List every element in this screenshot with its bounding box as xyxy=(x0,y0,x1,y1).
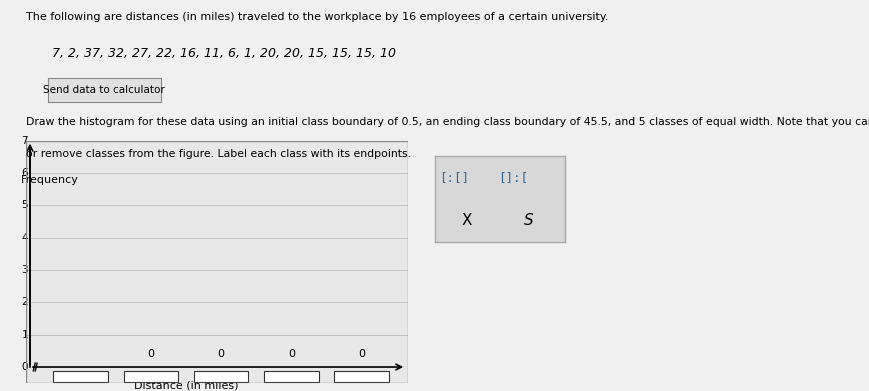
Bar xyxy=(264,371,319,382)
Text: S: S xyxy=(523,213,534,228)
Text: Frequency: Frequency xyxy=(21,175,78,185)
Bar xyxy=(123,371,178,382)
Text: 4: 4 xyxy=(22,233,28,243)
Text: 3: 3 xyxy=(22,265,28,275)
Text: 6: 6 xyxy=(22,168,28,178)
Text: 7, 2, 37, 32, 27, 22, 16, 11, 6, 1, 20, 20, 15, 15, 15, 10: 7, 2, 37, 32, 27, 22, 16, 11, 6, 1, 20, … xyxy=(52,47,396,60)
Text: []:[: []:[ xyxy=(498,171,527,185)
Text: 0: 0 xyxy=(288,349,295,359)
Text: 0: 0 xyxy=(22,362,28,372)
Text: or remove classes from the figure. Label each class with its endpoints.: or remove classes from the figure. Label… xyxy=(26,149,411,159)
Text: [:[]: [:[] xyxy=(439,171,469,185)
Text: X: X xyxy=(461,213,473,228)
Text: Distance (in miles): Distance (in miles) xyxy=(134,380,238,391)
Text: 1: 1 xyxy=(22,330,28,340)
Text: 5: 5 xyxy=(22,201,28,210)
Bar xyxy=(335,371,389,382)
Text: Draw the histogram for these data using an initial class boundary of 0.5, an end: Draw the histogram for these data using … xyxy=(26,117,869,127)
Bar xyxy=(194,371,249,382)
Text: 2: 2 xyxy=(22,298,28,307)
Text: 0: 0 xyxy=(148,349,155,359)
Text: 0: 0 xyxy=(217,349,225,359)
Text: The following are distances (in miles) traveled to the workplace by 16 employees: The following are distances (in miles) t… xyxy=(26,12,608,22)
Bar xyxy=(53,371,108,382)
Text: Send data to calculator: Send data to calculator xyxy=(43,85,165,95)
Text: 0: 0 xyxy=(358,349,365,359)
Text: 7: 7 xyxy=(22,136,28,146)
